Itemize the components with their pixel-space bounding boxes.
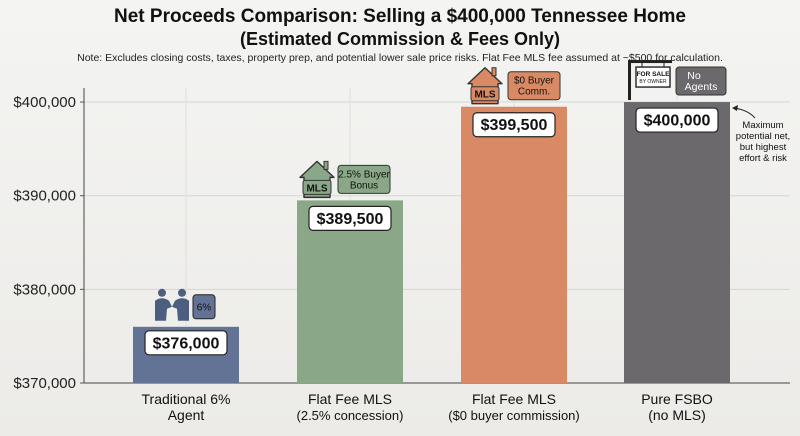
house-mls-icon: MLS — [467, 67, 503, 105]
badge: 6% — [192, 294, 216, 320]
x-tick-label-line2: (2.5% concession) — [297, 408, 404, 423]
annotation-text: Maximum — [742, 120, 783, 131]
x-tick-label-line2: Agent — [168, 407, 205, 423]
x-tick-label-line2: ($0 buyer commission) — [448, 408, 580, 423]
value-label-text: $376,000 — [153, 335, 220, 352]
annotation-text: potential net, — [736, 131, 790, 142]
value-label-box — [635, 107, 719, 133]
bar — [624, 102, 730, 384]
badge-text: Agents — [685, 81, 718, 93]
value-label-text: $400,000 — [644, 113, 711, 130]
badge-text: Bonus — [350, 180, 378, 191]
y-tick-label: $380,000 — [13, 281, 76, 298]
y-tick-label: $390,000 — [13, 188, 76, 205]
value-label-box — [308, 205, 392, 231]
handshake-icon — [155, 288, 189, 321]
badge-text: $0 Buyer — [514, 76, 555, 87]
x-tick-label: Traditional 6% — [142, 391, 231, 407]
badge-text: No — [687, 70, 701, 82]
chart-subtitle: (Estimated Commission & Fees Only) — [239, 29, 561, 49]
chart-note: Note: Excludes closing costs, taxes, pro… — [77, 52, 723, 64]
value-label: $399,500 — [472, 112, 556, 138]
value-label: $376,000 — [144, 330, 228, 356]
icon-text: MLS — [474, 90, 495, 101]
y-tick-label: $400,000 — [13, 94, 76, 111]
value-label-box — [472, 112, 556, 138]
badge-text: Comm. — [518, 87, 550, 98]
value-label: $389,500 — [308, 205, 392, 231]
y-tick-label: $370,000 — [13, 375, 76, 392]
x-tick-label-line2: (no MLS) — [648, 407, 706, 423]
icon-text: BY OWNER — [639, 79, 667, 85]
icon-text: MLS — [306, 183, 327, 194]
value-label: $400,000 — [635, 107, 719, 133]
x-tick-label: Pure FSBO — [641, 391, 713, 407]
badge-text: 2.5% Buyer — [338, 169, 390, 180]
icon-text: FOR SALE — [637, 71, 671, 78]
annotation-text: but highest — [740, 142, 787, 153]
value-label-text: $389,500 — [317, 211, 384, 228]
house-mls-icon: MLS — [299, 160, 335, 199]
badge-text: 6% — [197, 302, 212, 313]
x-tick-label: Flat Fee MLS — [308, 391, 392, 407]
value-label-text: $399,500 — [481, 117, 548, 134]
x-tick-label: Flat Fee MLS — [472, 391, 556, 407]
bar — [461, 106, 567, 383]
annotation-text: effort & risk — [739, 153, 787, 164]
chart-title: Net Proceeds Comparison: Selling a $400,… — [114, 6, 686, 27]
value-label-box — [144, 330, 228, 356]
